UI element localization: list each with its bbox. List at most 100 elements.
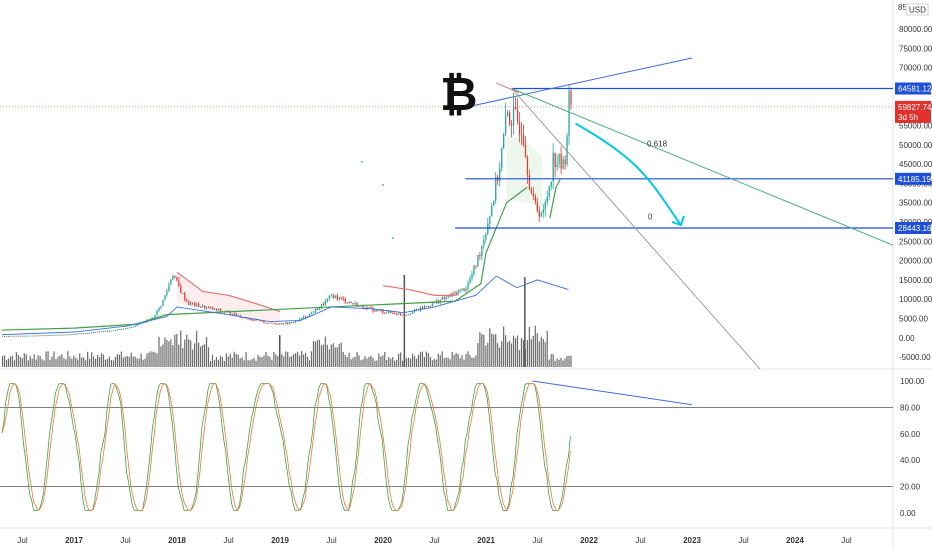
candle-body — [421, 307, 424, 309]
volume-bar — [499, 347, 501, 367]
candle-body — [398, 313, 400, 315]
volume-bar — [98, 356, 101, 367]
volume-bar — [455, 353, 457, 367]
candle-body — [188, 301, 190, 305]
candle-body — [330, 295, 333, 297]
candle-body — [41, 335, 43, 337]
volume-bar — [443, 358, 445, 367]
volume-bar — [57, 356, 59, 367]
oscillator-trendline[interactable] — [532, 380, 693, 406]
candle-body — [322, 304, 325, 306]
candle-body — [180, 286, 182, 294]
volume-bar — [213, 360, 216, 367]
volume-bar — [356, 352, 358, 367]
volume-bar — [178, 344, 180, 367]
candle-body — [31, 335, 33, 337]
candle-body — [91, 332, 93, 334]
candle-body — [554, 152, 556, 168]
candle-body — [356, 303, 358, 307]
candle-body — [425, 306, 428, 308]
trendline-green[interactable] — [511, 88, 894, 246]
level-badge-label: 28443.16 — [898, 224, 932, 233]
currency-label[interactable]: USD — [909, 6, 926, 15]
trendline-gray[interactable] — [511, 88, 761, 370]
volume-bar — [437, 353, 439, 367]
candle-body — [29, 335, 31, 337]
candle-body — [473, 265, 475, 275]
candle-body — [530, 189, 533, 194]
candle-body — [300, 318, 303, 320]
volume-bar — [530, 339, 532, 367]
candle-body — [144, 322, 146, 323]
volume-bar — [53, 351, 55, 367]
volume-bar — [130, 352, 132, 367]
candle-body — [251, 319, 253, 321]
volume-bar — [360, 360, 362, 367]
volume-bar — [128, 356, 130, 367]
candle-body — [178, 280, 180, 287]
candle-body — [61, 334, 63, 336]
candle-body — [318, 307, 321, 310]
volume-bar — [160, 346, 162, 367]
price-pane[interactable]: 0.618 0 — [0, 57, 894, 370]
candle-body — [140, 322, 142, 324]
candle-body — [57, 334, 59, 336]
candle-body — [372, 307, 374, 312]
candle-body — [59, 334, 61, 336]
price-tick-label: -5000.00 — [899, 353, 931, 362]
time-tick-label: Jul — [429, 536, 439, 545]
volume-bar — [289, 356, 291, 367]
currency-badge[interactable] — [905, 3, 929, 16]
volume-bar — [21, 358, 23, 367]
volume-bar — [102, 354, 105, 367]
volume-bar — [344, 355, 346, 367]
candle-body — [447, 295, 449, 298]
volume-bar — [1, 356, 4, 367]
candle-body — [491, 205, 493, 217]
time-tick-label: 2018 — [168, 536, 186, 545]
candle-body — [326, 298, 329, 302]
candle-body — [43, 335, 45, 337]
volume-bar — [192, 349, 194, 367]
volume-bar — [508, 340, 511, 367]
candle-body — [27, 335, 29, 337]
volume-bar — [39, 356, 41, 367]
candle-body — [489, 216, 491, 224]
candle-body — [269, 322, 271, 324]
volume-bar — [55, 359, 57, 367]
candle-body — [49, 335, 51, 337]
volume-bar — [285, 351, 287, 367]
volume-bar — [532, 335, 534, 367]
volume-bar — [229, 353, 231, 367]
candle-body — [390, 311, 392, 313]
candle-body — [467, 282, 469, 290]
oscillator-pane[interactable] — [0, 380, 893, 512]
candle-body — [69, 334, 71, 336]
volume-bar — [219, 356, 221, 367]
candle-body — [247, 318, 249, 320]
candle-body — [114, 330, 117, 331]
volume-bar — [524, 277, 526, 367]
candle-body — [295, 321, 297, 323]
volume-bar — [110, 360, 113, 367]
supertrend-fill-red — [177, 272, 280, 323]
trendline-upper[interactable] — [470, 57, 693, 107]
candle-body — [338, 297, 340, 300]
volume-bar — [265, 351, 267, 367]
candle-body — [465, 289, 467, 291]
candle-body — [453, 292, 455, 294]
candle-body — [201, 305, 204, 307]
volume-bar — [522, 339, 525, 367]
volume-bar — [209, 360, 212, 367]
volume-bar — [287, 352, 289, 367]
candle-body — [316, 308, 319, 310]
volume-bar — [104, 359, 107, 367]
volume-bar — [461, 355, 463, 367]
candle-body — [81, 333, 83, 335]
volume-bar — [13, 360, 15, 367]
candle-body — [459, 289, 461, 292]
time-tick-label: Jul — [532, 536, 542, 545]
candle-body — [524, 145, 527, 158]
price-tick-label: 0.00 — [899, 334, 915, 343]
